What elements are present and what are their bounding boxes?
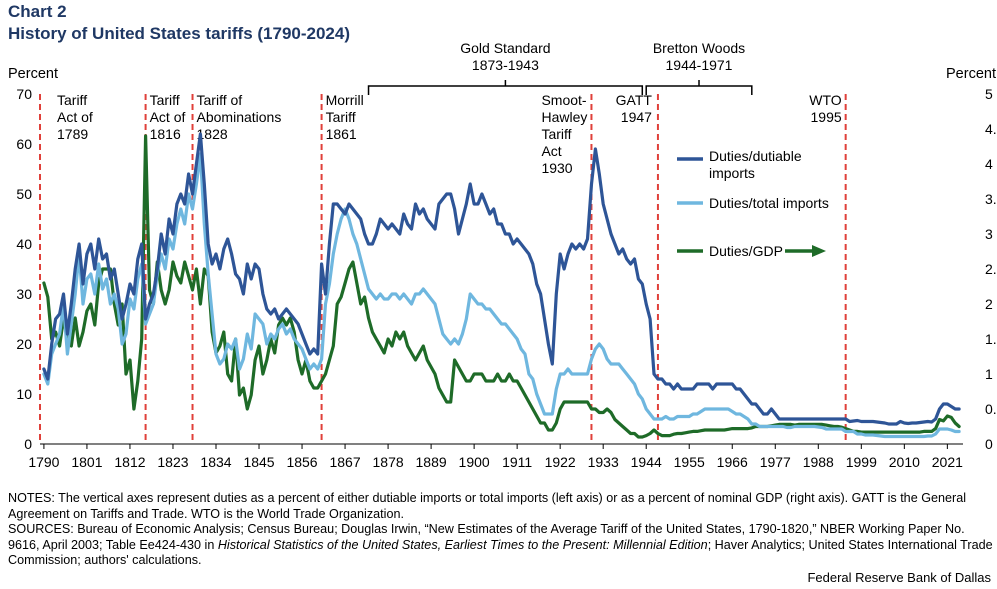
x-tick-label: 1845	[243, 454, 274, 470]
legend-label-gdp: Duties/GDP	[709, 243, 783, 259]
chart-label: Chart 2	[8, 2, 67, 21]
x-tick-label: 1889	[416, 454, 447, 470]
x-tick-label: 1900	[459, 454, 490, 470]
event-label: Morrill Tariff 1861	[326, 92, 364, 142]
left-tick-label: 30	[16, 286, 32, 302]
x-tick-label: 1878	[373, 454, 404, 470]
notes-text: NOTES: The vertical axes represent dutie…	[8, 491, 966, 521]
right-tick-label: 2	[985, 296, 993, 312]
x-tick-label: 1999	[846, 454, 877, 470]
left-tick-label: 70	[16, 86, 32, 102]
period-range: 1873-1943	[472, 57, 539, 73]
x-tick-label: 2021	[932, 454, 963, 470]
x-tick-label: 1966	[717, 454, 748, 470]
right-tick-label: 4	[985, 156, 993, 172]
left-tick-label: 60	[16, 136, 32, 152]
right-tick-label: 1.5	[985, 331, 997, 347]
right-axis-label: Percent	[946, 66, 996, 82]
x-tick-label: 1944	[631, 454, 662, 470]
left-tick-label: 40	[16, 236, 32, 252]
sources-text: SOURCES: Bureau of Economic Analysis; Ce…	[8, 522, 993, 569]
x-tick-label: 1933	[588, 454, 619, 470]
sources-prefix: SOURCES: Bureau of Economic Analysis; Ce…	[8, 522, 965, 552]
left-tick-label: 10	[16, 386, 32, 402]
x-tick-label: 1856	[286, 454, 317, 470]
x-tick-label: 2010	[889, 454, 920, 470]
footnotes: NOTES: The vertical axes represent dutie…	[8, 491, 993, 569]
x-tick-label: 1867	[329, 454, 360, 470]
x-tick-label: 1955	[674, 454, 705, 470]
right-tick-label: 5	[985, 86, 993, 102]
x-tick-label: 1834	[200, 454, 231, 470]
right-tick-label: 3	[985, 226, 993, 242]
right-tick-label: 3.5	[985, 191, 997, 207]
right-tick-label: 4.5	[985, 121, 997, 137]
chart-title: History of United States tariffs (1790-2…	[8, 24, 350, 43]
period-bracket	[645, 85, 753, 95]
right-tick-label: 1	[985, 366, 993, 382]
event-label: Tariff Act of 1816	[150, 92, 186, 142]
left-axis-label: Percent	[8, 66, 58, 82]
sources-suffix: ; Haver Analytics; United States Interna…	[8, 537, 993, 568]
right-tick-label: 0.5	[985, 401, 997, 417]
legend-label-dutiable: Duties/dutiable imports	[709, 148, 802, 181]
right-tick-label: 0	[985, 436, 993, 452]
x-tick-label: 1988	[803, 454, 834, 470]
credit: Federal Reserve Bank of Dallas	[807, 570, 991, 585]
left-tick-label: 0	[24, 436, 32, 452]
x-tick-label: 1823	[157, 454, 188, 470]
event-label: WTO 1995	[809, 92, 842, 125]
x-tick-label: 1911	[502, 454, 532, 470]
x-tick-label: 1977	[760, 454, 791, 470]
series-line	[42, 134, 961, 439]
right-tick-label: 2.5	[985, 261, 997, 277]
x-tick-label: 1812	[114, 454, 145, 470]
right-arrow-icon	[812, 245, 826, 257]
series-line	[42, 152, 961, 439]
event-label: Tariff Act of 1789	[57, 92, 93, 142]
period-name: Bretton Woods	[653, 40, 745, 56]
x-tick-label: 1801	[71, 454, 102, 470]
tariff-chart: Percent Percent 0 10 20 30 40 50 60 70 0 0.5 1 1.5 2 2.…	[8, 40, 997, 470]
event-label: GATT 1947	[616, 92, 653, 125]
x-tick-label: 1922	[545, 454, 576, 470]
x-tick-label: 1790	[28, 454, 59, 470]
sources-italic: Historical Statistics of the United Stat…	[217, 537, 708, 552]
event-label: Tariff of Abominations 1828	[197, 92, 282, 142]
period-bracket	[367, 85, 644, 95]
left-tick-label: 50	[16, 186, 32, 202]
period-range: 1944-1971	[666, 57, 733, 73]
event-label: Smoot-Hawley Tariff Act 1930	[541, 92, 587, 176]
legend-label-total: Duties/total imports	[709, 195, 829, 211]
period-name: Gold Standard	[460, 40, 550, 56]
series-line	[42, 132, 961, 426]
left-tick-label: 20	[16, 336, 32, 352]
